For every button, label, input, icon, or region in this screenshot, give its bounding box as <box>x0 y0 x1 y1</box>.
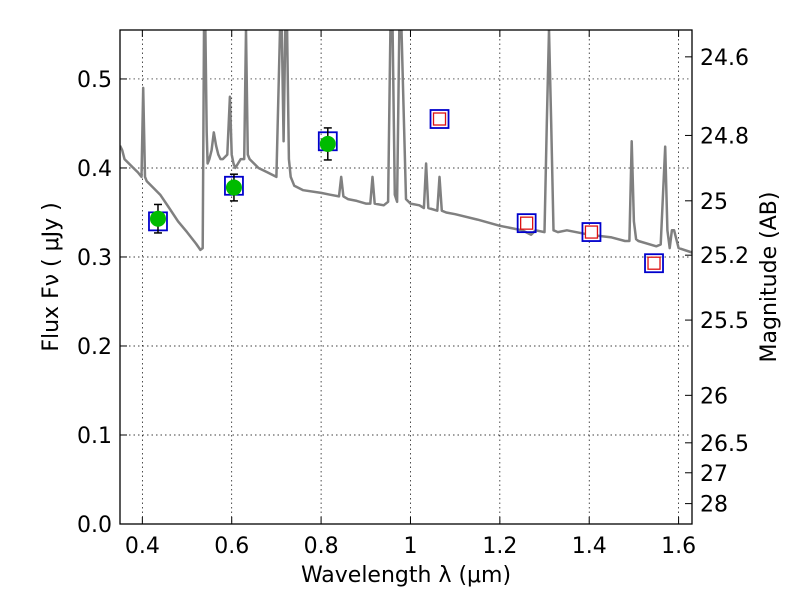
y-tick-label: 0.3 <box>77 246 112 271</box>
magnitude-tick-label: 24.6 <box>700 46 749 71</box>
x-axis-label: Wavelength λ (μm) <box>301 563 511 588</box>
model-photometry-box <box>429 109 450 129</box>
y-tick-label: 0.2 <box>77 335 112 360</box>
y-axis-ticks: 0.0 0.1 0.2 0.3 0.4 0.5 <box>77 68 127 538</box>
magnitude-tick-label: 24.8 <box>700 124 749 149</box>
y-tick-label: 0.5 <box>77 68 112 93</box>
magnitude-tick-label: 25 <box>700 190 728 215</box>
magnitude-tick-label: 25.2 <box>700 244 749 269</box>
x-tick-label: 1.2 <box>482 534 517 559</box>
y-tick-label: 0.1 <box>77 424 112 449</box>
x-tick-label: 0.4 <box>125 534 160 559</box>
model-spectrum <box>120 30 692 254</box>
x-tick-label: 1.4 <box>572 534 607 559</box>
predicted-flux-marker <box>432 112 447 126</box>
model-photometry-box <box>644 253 664 274</box>
model-photometry-box <box>581 222 602 242</box>
x-tick-label: 0.8 <box>304 534 339 559</box>
predicted-flux-marker <box>520 216 534 230</box>
magnitude-axis-ticks: 24.6 24.8 25 25.2 25.5 26 26.5 27 28 <box>685 46 749 518</box>
magnitude-tick-label: 25.5 <box>700 309 749 334</box>
magnitude-tick-label: 27 <box>700 462 728 487</box>
observed-flux-point <box>319 135 336 152</box>
magnitude-tick-label: 28 <box>700 493 728 518</box>
magnitude-tick-label: 26.5 <box>700 432 749 457</box>
x-tick-label: 1 <box>403 534 417 559</box>
plot-frame <box>119 29 693 525</box>
y-tick-label: 0.0 <box>77 513 112 538</box>
x-axis-ticks: 0.4 0.6 0.8 1 1.2 1.4 1.6 <box>125 30 696 559</box>
model-spectrum-line <box>120 30 692 254</box>
magnitude-axis-label: Magnitude (AB) <box>757 192 782 363</box>
predicted-flux-marker <box>584 225 599 239</box>
model-photometry-box <box>516 213 537 234</box>
y-tick-label: 0.4 <box>77 157 112 182</box>
predicted-flux-marker <box>647 256 661 270</box>
x-tick-label: 0.6 <box>214 534 249 559</box>
photometry-markers <box>148 109 664 274</box>
observed-flux-point <box>225 179 242 196</box>
magnitude-tick-label: 26 <box>700 384 728 409</box>
x-tick-label: 1.6 <box>661 534 696 559</box>
y-axis-label: Flux Fν ( μJy ) <box>39 202 64 351</box>
observed-flux-point <box>149 210 166 227</box>
